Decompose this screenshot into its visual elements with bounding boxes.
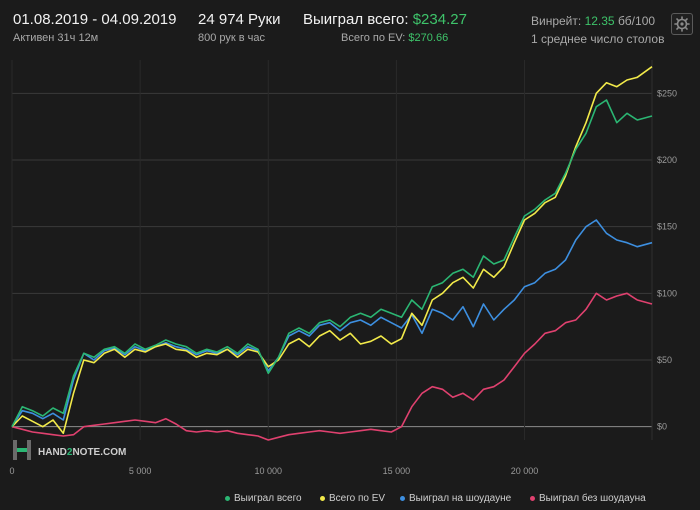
y-tick-label: $50: [657, 355, 672, 365]
y-tick-label: $200: [657, 155, 677, 165]
legend-dot-icon: [225, 495, 230, 501]
active-time: Активен 31ч 12м: [13, 32, 99, 44]
won-total-value: $234.27: [412, 11, 467, 28]
x-tick-label: 5 000: [129, 466, 152, 476]
ev-total-value: $270.66: [408, 32, 449, 44]
x-axis-ticks: 0 5 000 10 000 15 000 20 000: [9, 466, 538, 476]
won-total-summary: Выиграл всего: $234.27: [303, 11, 467, 28]
y-tick-label: $100: [657, 288, 677, 298]
y-tick-label: $0: [657, 422, 667, 432]
legend-dot-icon: [400, 495, 405, 501]
series-non-showdown-line: [11, 292, 653, 441]
y-tick-label: $250: [657, 88, 677, 98]
watermark-hand: HAND: [38, 447, 67, 458]
stats-header: 01.08.2019 - 04.09.2019 Активен 31ч 12м …: [0, 0, 700, 52]
chart-series-layer: [11, 66, 653, 441]
watermark: HAND2NOTE.COM: [13, 440, 126, 460]
watermark-digit: 2: [67, 447, 73, 458]
legend-label: Выиграл на шоудауне: [409, 493, 512, 504]
svg-text:HAND2NOTE.COM: HAND2NOTE.COM: [38, 447, 126, 458]
series-won-total-line: [11, 99, 653, 428]
winrate-value: 12.35: [584, 14, 615, 28]
chart-grid: [11, 60, 653, 440]
avg-tables: 1 среднее число столов: [531, 32, 665, 46]
watermark-suffix: NOTE.COM: [72, 447, 126, 458]
legend-label: Выиграл без шоудауна: [539, 493, 646, 504]
y-tick-label: $150: [657, 222, 677, 232]
x-tick-label: 15 000: [383, 466, 411, 476]
x-tick-label: 10 000: [255, 466, 283, 476]
legend-label: Всего по EV: [329, 493, 386, 504]
series-ev-total-line: [11, 66, 653, 435]
profit-graph: 0 5 000 10 000 15 000 20 000 $0 $50 $100 $150 $2…: [9, 60, 677, 476]
winrate-label: Винрейт:: [531, 14, 582, 28]
x-tick-label: 20 000: [511, 466, 539, 476]
hand2note-logo-icon: [13, 440, 31, 460]
x-tick-label: 0: [9, 466, 14, 476]
legend-item[interactable]: Выиграл на шоудауне: [400, 493, 511, 504]
ev-total-summary: Всего по EV: $270.66: [341, 32, 448, 44]
winrate-unit: бб/100: [617, 14, 656, 28]
settings-button[interactable]: [671, 13, 693, 35]
legend-item[interactable]: Выиграл без шоудауна: [530, 493, 646, 504]
legend-dot-icon: [530, 495, 535, 501]
ev-total-label: Всего по EV:: [341, 32, 406, 44]
legend-dot-icon: [320, 495, 325, 501]
legend-item[interactable]: Всего по EV: [320, 493, 385, 504]
date-range: 01.08.2019 - 04.09.2019: [13, 11, 177, 28]
y-axis-ticks: $0 $50 $100 $150 $200 $250: [657, 88, 677, 431]
won-total-label: Выиграл всего:: [303, 11, 409, 28]
hands-per-hour: 800 рук в час: [198, 32, 266, 44]
hands-count: 24 974 Руки: [198, 11, 281, 28]
series-showdown-line: [11, 219, 653, 428]
gear-icon: [674, 16, 690, 32]
legend-item[interactable]: Выиграл всего: [225, 493, 302, 504]
legend-label: Выиграл всего: [234, 493, 302, 504]
winrate: Винрейт: 12.35 бб/100: [531, 14, 655, 28]
